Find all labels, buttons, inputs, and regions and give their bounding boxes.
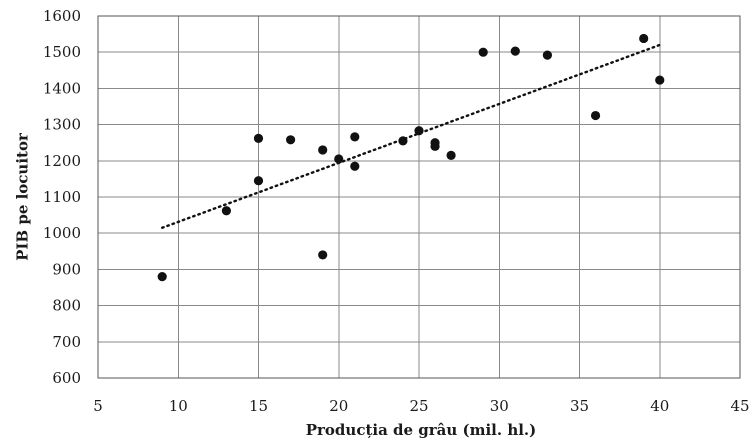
x-tick-label: 40 [650, 397, 669, 415]
data-point [334, 154, 344, 164]
data-point [639, 33, 649, 44]
grid [97, 15, 741, 379]
data-point [253, 133, 264, 143]
x-tick-label: 5 [93, 397, 103, 415]
data-point [350, 161, 360, 171]
data-points [157, 33, 665, 282]
y-tick-label: 800 [52, 297, 81, 315]
x-tick-labels: 5 10 15 20 25 30 35 40 45 [93, 397, 749, 415]
data-point [478, 47, 488, 57]
data-point [430, 141, 440, 151]
data-point [318, 145, 328, 155]
y-tick-label: 1100 [43, 188, 81, 206]
data-point [157, 272, 167, 282]
y-tick-label: 600 [52, 369, 81, 387]
plot-frame [97, 15, 741, 379]
data-point [398, 136, 408, 146]
x-tick-label: 35 [570, 397, 589, 415]
x-tick-label: 45 [730, 397, 749, 415]
y-axis-title: PIB pe locuitor [13, 132, 31, 261]
y-tick-label: 700 [52, 333, 81, 351]
data-point [253, 176, 264, 186]
y-tick-labels: 600 700 800 900 1000 1100 1200 1300 1400 1500 1600 [43, 7, 81, 387]
data-point [414, 126, 424, 136]
data-point [510, 46, 520, 56]
trendline [160, 43, 661, 229]
x-tick-label: 20 [329, 397, 348, 415]
x-tick-label: 25 [409, 397, 428, 415]
data-point [350, 132, 360, 142]
y-tick-label: 1600 [43, 7, 81, 25]
y-tick-label: 1300 [43, 116, 81, 134]
y-tick-label: 1200 [43, 152, 81, 170]
data-point [542, 50, 553, 60]
data-point [446, 150, 456, 160]
x-tick-label: 30 [490, 397, 509, 415]
y-tick-label: 1400 [43, 79, 81, 97]
x-axis-title: Producția de grâu (mil. hl.) [306, 421, 537, 439]
y-tick-label: 1000 [43, 224, 81, 242]
data-point [655, 75, 665, 85]
y-tick-label: 1500 [43, 43, 81, 61]
data-point [318, 250, 328, 260]
data-point [286, 135, 296, 145]
data-point [221, 206, 231, 216]
x-tick-label: 10 [169, 397, 188, 415]
x-tick-label: 15 [249, 397, 268, 415]
trendline-group [160, 43, 661, 229]
data-point [590, 110, 601, 121]
y-tick-label: 900 [52, 260, 81, 278]
